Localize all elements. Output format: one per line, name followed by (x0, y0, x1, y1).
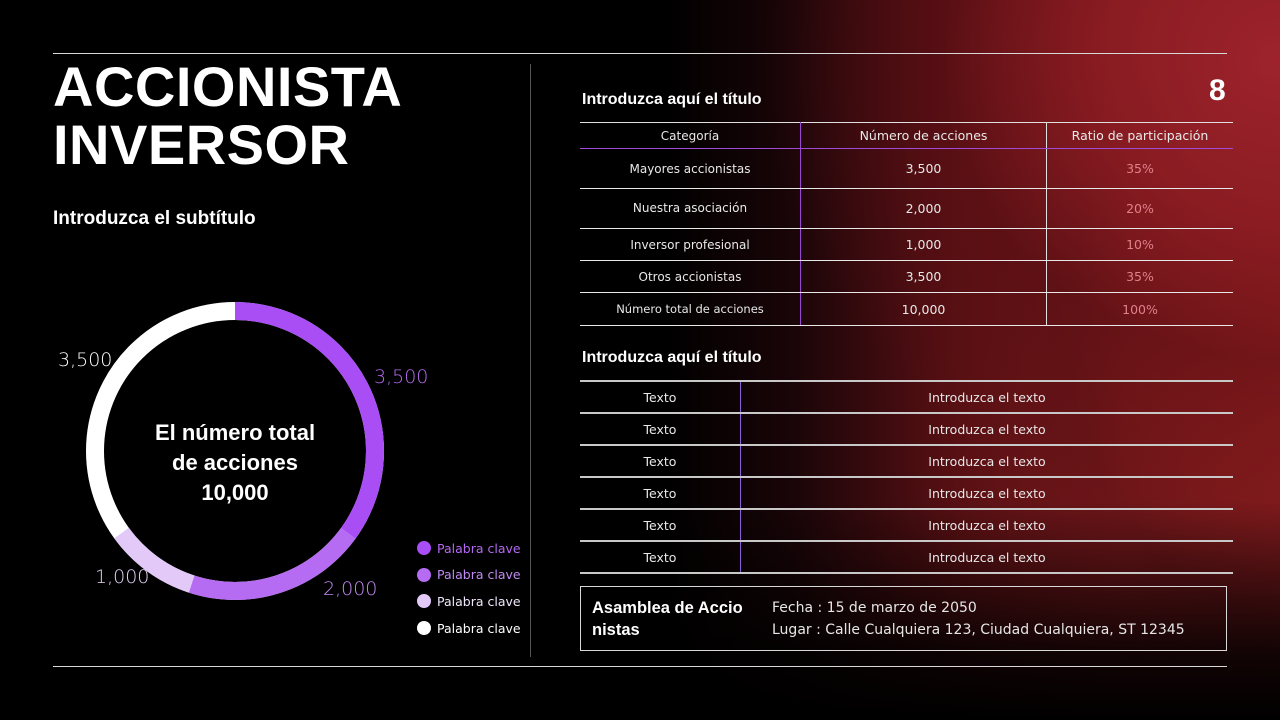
cell-text: Introduzca el texto (740, 509, 1233, 542)
cell-label: Texto (580, 477, 741, 510)
shareholder-table: Categoría Número de acciones Ratio de pa… (580, 122, 1233, 326)
slide-title: ACCIONISTA INVERSOR (53, 58, 402, 174)
chart-legend: Palabra clave Palabra clave Palabra clav… (417, 535, 521, 641)
cell-text: Introduzca el texto (740, 413, 1233, 446)
cell-label: Texto (580, 413, 741, 446)
cell-shares: 2,000 (800, 188, 1047, 229)
table-row: Inversor profesional 1,000 10% (580, 228, 1233, 261)
meeting-place: Lugar : Calle Cualquiera 123, Ciudad Cua… (772, 622, 1185, 638)
meeting-date: Fecha : 15 de marzo de 2050 (772, 600, 977, 616)
cell-text: Introduzca el texto (740, 380, 1233, 414)
donut-center-line-2: de acciones (172, 450, 298, 475)
meeting-title-line-2: nistas (592, 621, 640, 639)
title-line-2: INVERSOR (53, 113, 350, 176)
donut-chart (86, 302, 384, 600)
meeting-info-box: Asamblea de Accio nistas Fecha : 15 de m… (580, 586, 1227, 651)
table-row: Mayores accionistas 3,500 35% (580, 148, 1233, 189)
legend-dot-icon (417, 594, 431, 609)
donut-label-white: 3,500 (58, 349, 113, 371)
vertical-divider (530, 64, 531, 657)
donut-segment-medium-purple (86, 302, 384, 600)
cell-ratio: 35% (1046, 148, 1233, 189)
legend-label: Palabra clave (437, 540, 521, 556)
cell-text: Introduzca el texto (740, 445, 1233, 478)
table-row: Texto Introduzca el texto (580, 541, 1233, 574)
bottom-divider (53, 666, 1227, 667)
cell-label: Texto (580, 509, 741, 542)
cell-label: Texto (580, 445, 741, 478)
donut-segment-purple (86, 302, 384, 600)
header-ratio: Ratio de participación (1046, 122, 1233, 149)
table1-title: Introduzca aquí el título (582, 91, 762, 108)
cell-ratio: 20% (1046, 188, 1233, 229)
cell-shares: 10,000 (800, 292, 1047, 326)
legend-dot-icon (417, 567, 431, 582)
cell-ratio: 100% (1046, 292, 1233, 326)
cell-text: Introduzca el texto (740, 477, 1233, 510)
cell-category: Número total de acciones (580, 292, 801, 326)
table-row: Texto Introduzca el texto (580, 445, 1233, 478)
meeting-title: Asamblea de Accio nistas (592, 597, 762, 641)
donut-label-medium-purple: 2,000 (323, 578, 378, 600)
cell-category: Otros accionistas (580, 260, 801, 293)
title-line-1: ACCIONISTA (53, 55, 403, 118)
table2-title: Introduzca aquí el título (582, 349, 762, 366)
header-shares: Número de acciones (800, 122, 1047, 149)
table-row: Texto Introduzca el texto (580, 477, 1233, 510)
cell-shares: 1,000 (800, 228, 1047, 261)
header-category: Categoría (580, 122, 801, 149)
donut-label-purple: 3,500 (374, 366, 429, 388)
table-row-total: Número total de acciones 10,000 100% (580, 292, 1233, 326)
legend-dot-icon (417, 621, 431, 636)
legend-item: Palabra clave (417, 535, 521, 562)
table-row: Texto Introduzca el texto (580, 413, 1233, 446)
table-row: Nuestra asociación 2,000 20% (580, 188, 1233, 229)
legend-dot-icon (417, 541, 431, 556)
cell-shares: 3,500 (800, 148, 1047, 189)
legend-item: Palabra clave (417, 615, 521, 642)
table-row: Texto Introduzca el texto (580, 509, 1233, 542)
cell-text: Introduzca el texto (740, 541, 1233, 574)
table-row: Otros accionistas 3,500 35% (580, 260, 1233, 293)
cell-label: Texto (580, 541, 741, 574)
cell-shares: 3,500 (800, 260, 1047, 293)
table-header-row: Categoría Número de acciones Ratio de pa… (580, 122, 1233, 149)
cell-category: Inversor profesional (580, 228, 801, 261)
cell-category: Nuestra asociación (580, 188, 801, 229)
cell-label: Texto (580, 380, 741, 414)
text-table: Texto Introduzca el texto Texto Introduz… (580, 380, 1233, 574)
table-row: Texto Introduzca el texto (580, 380, 1233, 414)
page-number: 8 (1209, 74, 1226, 107)
donut-center-line-1: El número total (154, 420, 316, 445)
donut-center-value: 10,000 (201, 480, 269, 505)
meeting-title-line-1: Asamblea de Accio (592, 599, 743, 617)
donut-label-light-purple: 1,000 (95, 566, 150, 588)
cell-ratio: 35% (1046, 260, 1233, 293)
donut-center-text: El número total de acciones 10,000 (85, 418, 385, 508)
cell-category: Mayores accionistas (580, 148, 801, 189)
slide-subtitle: Introduzca el subtítulo (53, 208, 256, 229)
cell-ratio: 10% (1046, 228, 1233, 261)
legend-item: Palabra clave (417, 588, 521, 615)
top-divider (53, 53, 1227, 54)
legend-label: Palabra clave (437, 620, 521, 636)
meeting-details: Fecha : 15 de marzo de 2050 Lugar : Call… (772, 597, 1185, 641)
legend-label: Palabra clave (437, 567, 521, 583)
legend-item: Palabra clave (417, 562, 521, 589)
legend-label: Palabra clave (437, 593, 521, 609)
